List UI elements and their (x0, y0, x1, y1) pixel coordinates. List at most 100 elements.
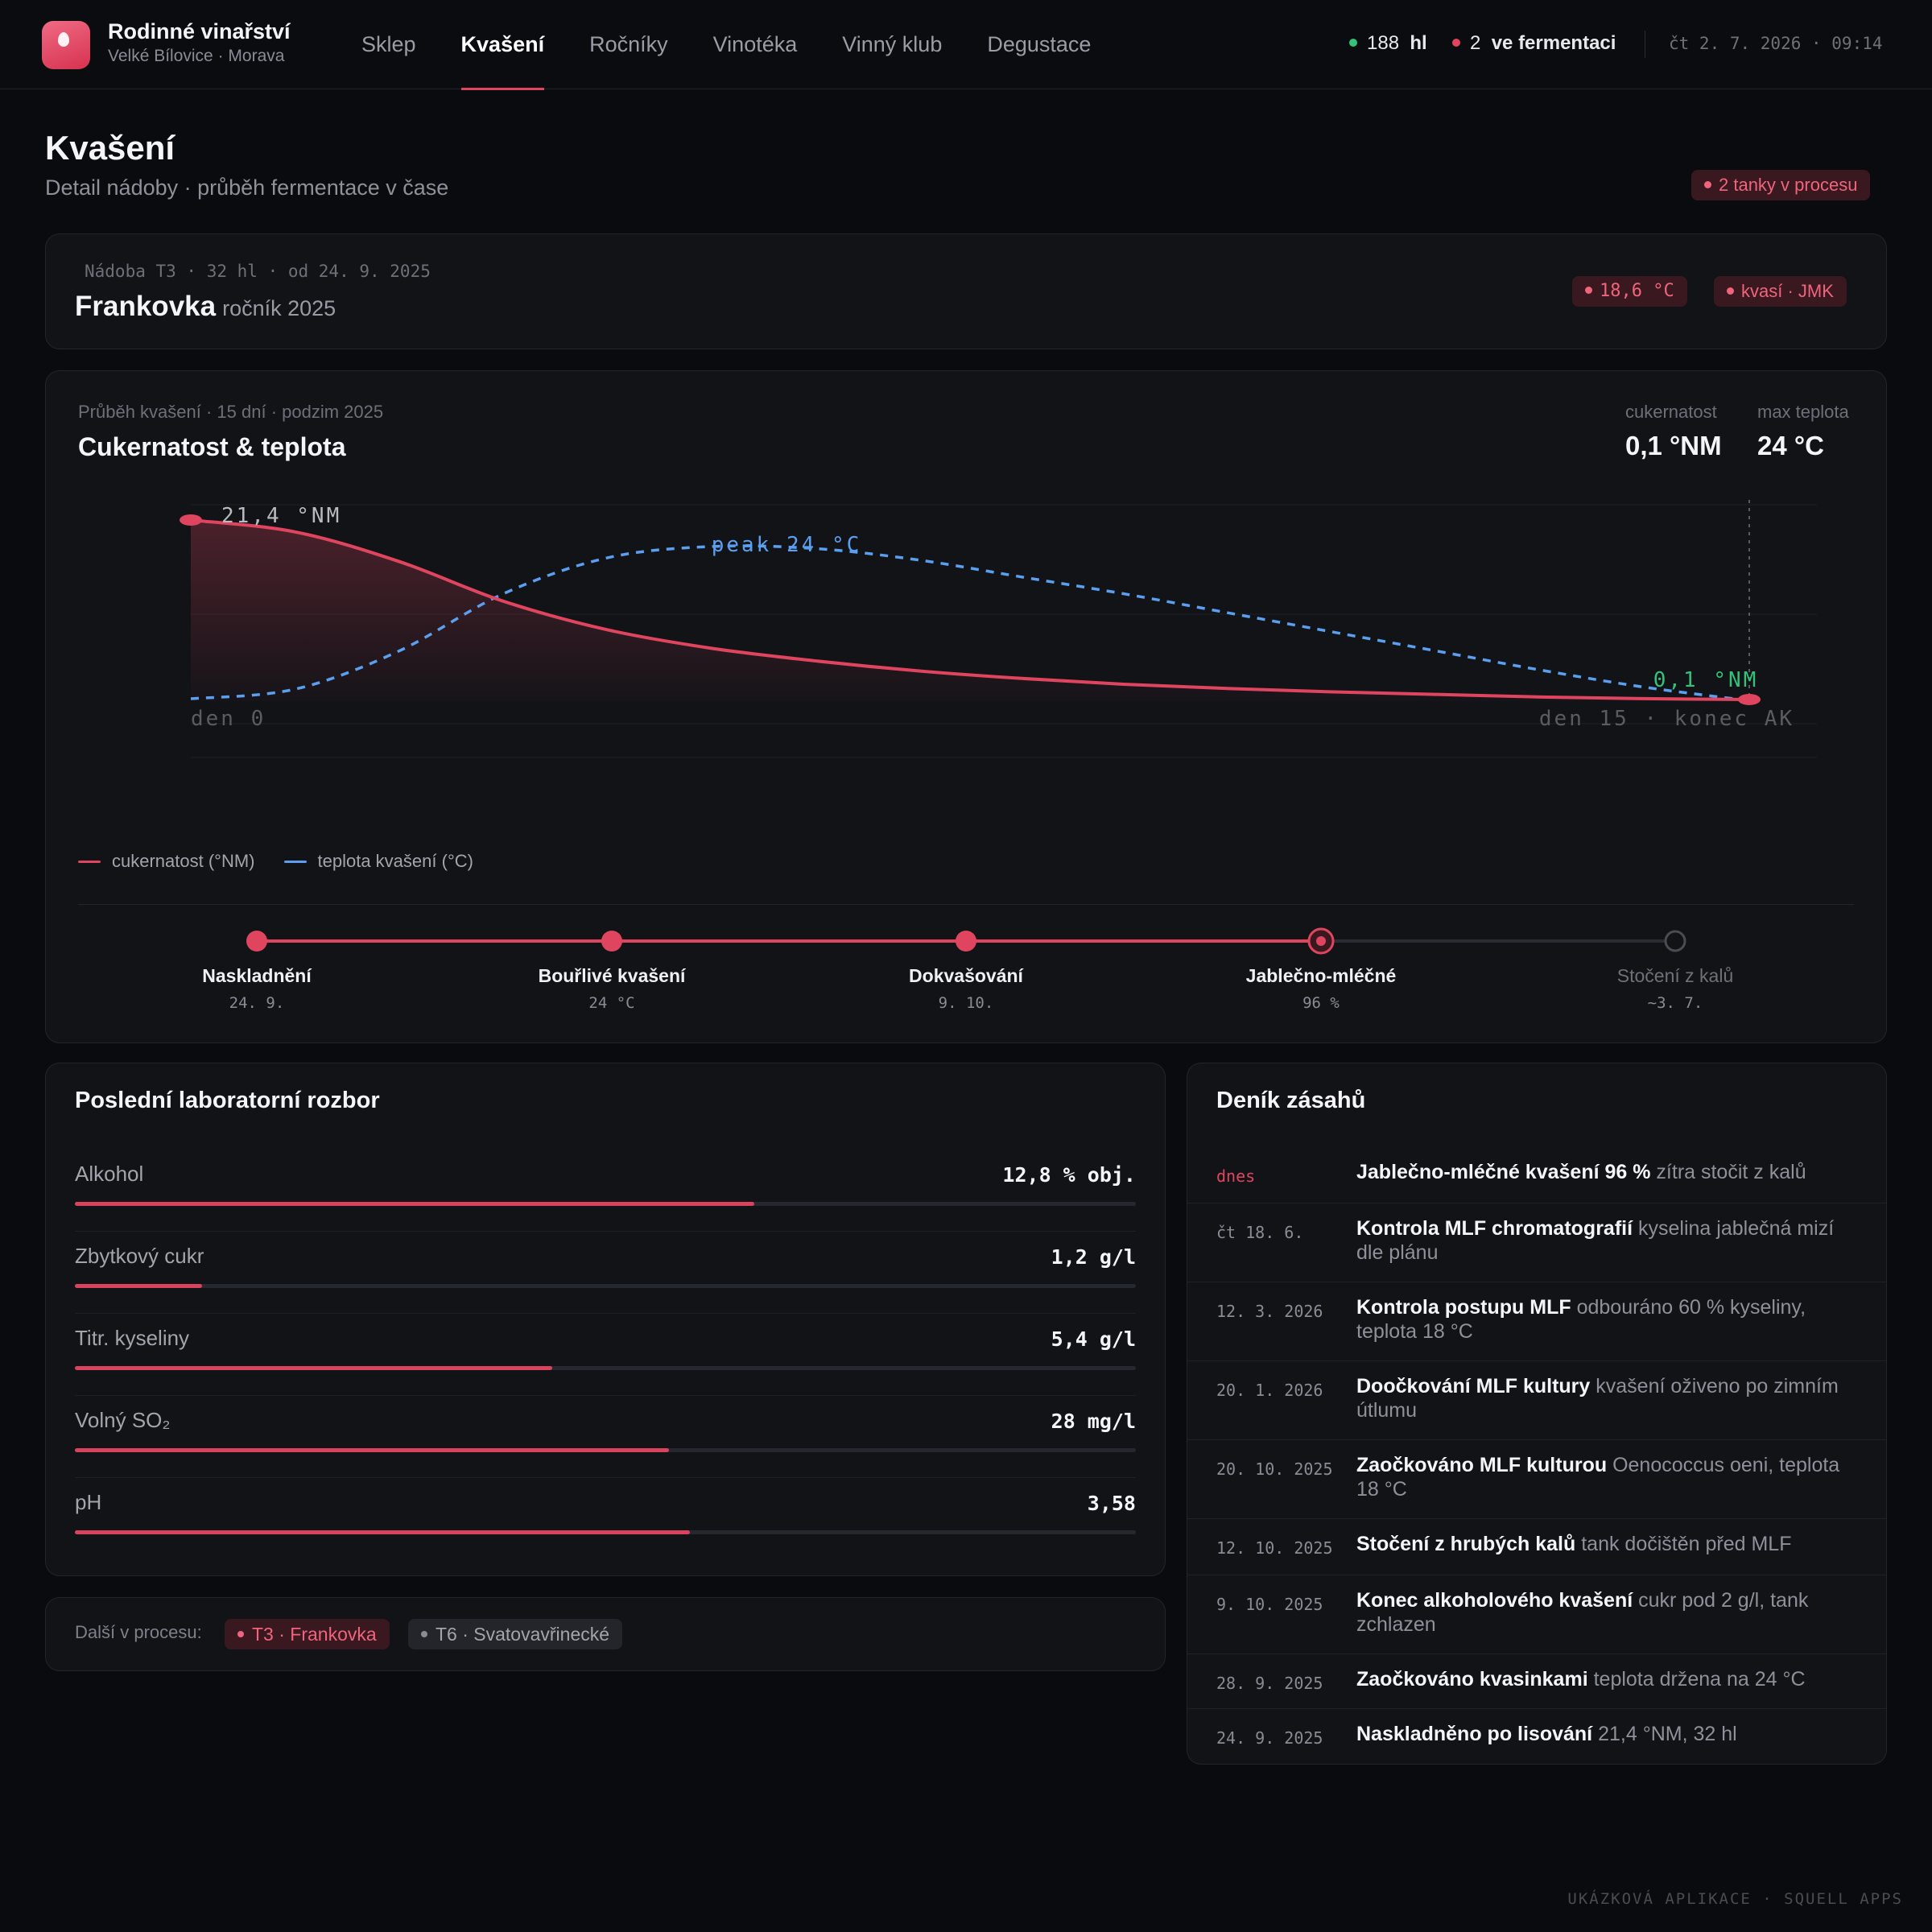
legend-swatch (283, 860, 307, 863)
lab-row-free-so2: Volný SO₂ 28 mg/l (75, 1397, 1136, 1479)
log-entry[interactable]: čt 18. 6. Kontrola MLF chromatografií ky… (1187, 1203, 1886, 1282)
log-entry[interactable]: 12. 10. 2025 Stočení z hrubých kalů tank… (1187, 1519, 1886, 1575)
log-entry-note: kyselina jablečná mizí dle plánu (1356, 1217, 1835, 1264)
legend-label-temp: teplota kvašení (°C) (317, 851, 473, 871)
log-text: Kontrola MLF chromatografií kyselina jab… (1356, 1216, 1856, 1265)
badge-text: 2 tanky v procesu (1719, 175, 1858, 195)
lab-metric-name: Titr. kyseliny (75, 1326, 190, 1350)
log-text: Kontrola postupu MLF odbouráno 60 % kyse… (1356, 1295, 1856, 1344)
log-entry-note: zítra stočit z kalů (1656, 1161, 1806, 1183)
log-entry[interactable]: 20. 1. 2026 Doočkování MLF kultury kvaše… (1187, 1361, 1886, 1440)
nav-item-sklep[interactable]: Sklep (361, 32, 416, 56)
next-in-process-card: Další v procesu: T3 · Frankovka T6 · Sva… (45, 1597, 1166, 1671)
status-text: kvasí · JMK (1741, 281, 1834, 301)
log-entry-title: Kontrola postupu MLF (1356, 1296, 1571, 1319)
phase-detail: 24 °C (588, 994, 635, 1012)
status-dot-icon (237, 1630, 244, 1637)
legend-swatch (78, 860, 101, 863)
log-text: Stočení z hrubých kalů tank dočištěn pře… (1356, 1532, 1856, 1556)
vessel-card: Nádoba T3 · 32 hl · od 24. 9. 2025 Frank… (45, 233, 1887, 349)
log-text: Naskladněno po lisování 21,4 °NM, 32 hl (1356, 1722, 1856, 1746)
ferment-stat: 2 ve fermentaci (1452, 32, 1616, 55)
log-entry[interactable]: 12. 3. 2026 Kontrola postupu MLF odbourá… (1187, 1282, 1886, 1361)
phase-done-dot (246, 931, 267, 952)
log-entry-title: Naskladněno po lisování (1356, 1723, 1593, 1745)
status-dot-icon (1704, 180, 1711, 188)
phase-detail: 24. 9. (229, 994, 285, 1012)
level-track (75, 1284, 1136, 1288)
lab-metric-name: Volný SO₂ (75, 1408, 171, 1432)
log-entry-note: odbouráno 60 % kyseliny, teplota 18 °C (1356, 1296, 1806, 1343)
ferment-label: ve fermentaci (1491, 32, 1616, 54)
lab-title: Poslední laboratorní rozbor (75, 1088, 380, 1113)
log-title: Deník zásahů (1216, 1088, 1366, 1113)
sugar-line (190, 518, 1750, 701)
log-text: Zaočkováno kvasinkami teplota držena na … (1356, 1667, 1856, 1691)
page-subtitle: Detail nádoby · průběh fermentace v čase (45, 175, 449, 200)
log-entry[interactable]: 9. 10. 2025 Konec alkoholového kvašení c… (1187, 1575, 1886, 1654)
log-date: 20. 10. 2025 (1216, 1459, 1333, 1479)
log-entry-note: teplota držena na 24 °C (1593, 1668, 1806, 1690)
tanks-in-process-badge[interactable]: 2 tanky v procesu (1691, 170, 1871, 200)
brand-title: Rodinné vinařství (108, 19, 291, 43)
phase-current-core (1316, 936, 1326, 946)
log-entry-title: Stočení z hrubých kalů (1356, 1533, 1576, 1555)
log-entry-note: cukr pod 2 g/l, tank zchlazen (1356, 1589, 1809, 1636)
lab-metric-value: 12,8 % obj. (1002, 1163, 1136, 1187)
lab-row-alcohol: Alkohol 12,8 % obj. (75, 1150, 1136, 1232)
tank-chip-t6[interactable]: T6 · Svatovavřinecké (408, 1619, 623, 1649)
phase-label: Dokvašování (909, 965, 1023, 986)
log-entry-title: Zaočkováno MLF kulturou (1356, 1454, 1608, 1476)
lab-metric-value: 5,4 g/l (1051, 1327, 1136, 1351)
lab-metric-value: 1,2 g/l (1051, 1245, 1136, 1269)
temperature-value: 18,6 °C (1600, 281, 1674, 301)
phase-timeline (246, 927, 1686, 955)
sugar-end-point (1738, 693, 1761, 705)
phase-done-dot (601, 931, 622, 952)
peak-temp-label: peak 24 °C (712, 533, 862, 557)
nav-item-vinoteka[interactable]: Vinotéka (712, 32, 798, 56)
footer-credit: UKÁZKOVÁ APLIKACE · SQUELL APPS (1567, 1890, 1903, 1908)
log-entry[interactable]: 20. 10. 2025 Zaočkováno MLF kulturou Oen… (1187, 1440, 1886, 1519)
nav-item-kvaseni[interactable]: Kvašení (460, 0, 544, 90)
sugar-area (191, 520, 1749, 701)
divider (78, 904, 1854, 905)
tank-chip-t3[interactable]: T3 · Frankovka (225, 1619, 390, 1649)
vessel-meta: Nádoba T3 · 32 hl · od 24. 9. 2025 (85, 262, 431, 281)
log-entry-note: tank dočištěn před MLF (1581, 1533, 1792, 1555)
kpi-sugar-value: 0,1 °NM (1625, 431, 1722, 460)
chip-label: T6 · Svatovavřinecké (436, 1624, 610, 1645)
level-track (75, 1202, 1136, 1206)
main-nav: Sklep Kvašení Ročníky Vinotéka Vinný klu… (361, 0, 1136, 90)
log-entry-note: Oenococcus oeni, teplota 18 °C (1356, 1454, 1840, 1501)
legend-item-temp: teplota kvašení (°C) (283, 851, 473, 872)
lab-metric-name: Alkohol (75, 1162, 144, 1186)
next-label: Další v procesu: (75, 1622, 202, 1642)
log-entry-title: Konec alkoholového kvašení (1356, 1589, 1633, 1612)
log-entry[interactable]: 24. 9. 2025 Naskladněno po lisování 21,4… (1187, 1709, 1886, 1764)
nav-item-degustace[interactable]: Degustace (987, 32, 1092, 56)
level-bar (75, 1284, 203, 1288)
level-track (75, 1366, 1136, 1370)
kpi-temp-value: 24 °C (1757, 431, 1824, 460)
nav-item-vinny-klub[interactable]: Vinný klub (842, 32, 943, 56)
volume-stat: 188 hl (1349, 32, 1427, 55)
status-dot-icon (1727, 287, 1734, 295)
winery-logo[interactable] (42, 21, 90, 69)
phase-label: Stočení z kalů (1616, 965, 1734, 986)
log-date: 28. 9. 2025 (1216, 1674, 1323, 1693)
legend-label-sugar: cukernatost (°NM) (112, 851, 255, 871)
phase-pending-dot (1664, 930, 1686, 952)
phase-detail: 96 % (1302, 994, 1340, 1012)
nav-item-rocniky[interactable]: Ročníky (589, 32, 668, 56)
wine-name: Frankovka (75, 291, 217, 322)
log-entry[interactable]: 28. 9. 2025 Zaočkováno kvasinkami teplot… (1187, 1654, 1886, 1709)
log-entry[interactable]: dnes Jablečno-mléčné kvašení 96 % zítra … (1187, 1147, 1886, 1203)
level-bar (75, 1530, 691, 1534)
status-dot-icon (1349, 38, 1357, 47)
page-title: Kvašení (45, 129, 175, 167)
level-bar (75, 1366, 553, 1370)
phase-label: Bouřlivé kvašení (538, 965, 686, 986)
level-track (75, 1530, 1136, 1534)
level-bar (75, 1202, 754, 1206)
